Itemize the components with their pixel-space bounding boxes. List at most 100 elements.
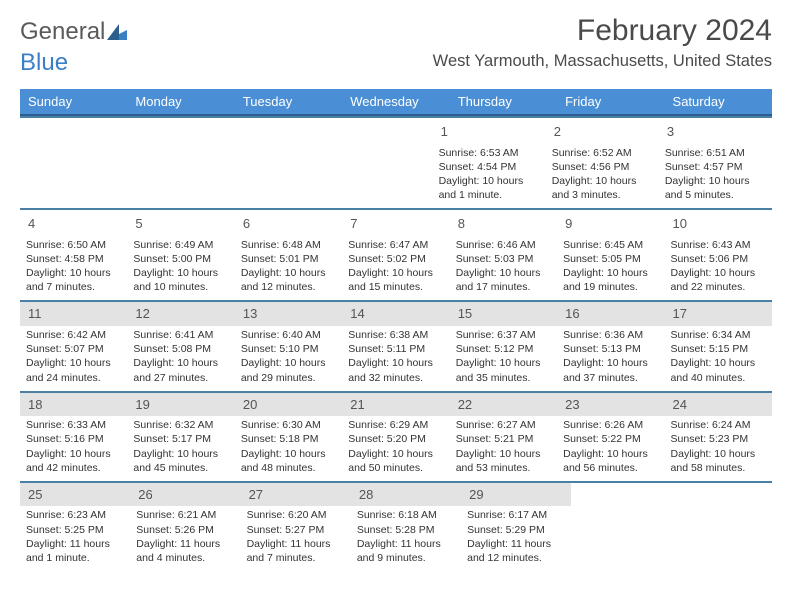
sunrise-line: Sunrise: 6:29 AM	[348, 418, 445, 432]
week-row: 1Sunrise: 6:53 AMSunset: 4:54 PMDaylight…	[20, 116, 772, 208]
sunset-line: Sunset: 5:29 PM	[467, 523, 567, 537]
day-cell: 18Sunrise: 6:33 AMSunset: 5:16 PMDayligh…	[20, 393, 127, 481]
sunset-line: Sunset: 5:16 PM	[26, 432, 123, 446]
sunrise-line: Sunrise: 6:38 AM	[348, 328, 445, 342]
week-row: 25Sunrise: 6:23 AMSunset: 5:25 PM Dayligh…	[20, 481, 772, 571]
day-cell: 8Sunrise: 6:46 AMSunset: 5:03 PMDaylight…	[450, 210, 557, 300]
sunset-line: Sunset: 5:18 PM	[241, 432, 338, 446]
day-number: 26	[130, 483, 240, 507]
day-number: 17	[665, 302, 772, 326]
daylight-line: Daylight: 10 hours and 24 minutes.	[26, 356, 123, 384]
day-cell: 29Sunrise: 6:17 AMSunset: 5:29 PMDayligh…	[461, 483, 571, 571]
day-cell: 1Sunrise: 6:53 AMSunset: 4:54 PMDaylight…	[433, 118, 546, 208]
sunrise-line: Sunrise: 6:23 AM	[26, 508, 126, 522]
week-row: 11Sunrise: 6:42 AMSunset: 5:07 PMDayligh…	[20, 300, 772, 390]
daylight-line: Daylight: 10 hours and 50 minutes.	[348, 447, 445, 475]
day-number: 20	[235, 393, 342, 417]
sunset-line: Sunset: 5:22 PM	[563, 432, 660, 446]
sunrise-line: Sunrise: 6:34 AM	[671, 328, 768, 342]
daylight-line: Daylight: 10 hours and 12 minutes.	[241, 266, 338, 294]
day-cell: 2Sunrise: 6:52 AMSunset: 4:56 PMDaylight…	[546, 118, 659, 208]
day-number: 25	[20, 483, 130, 507]
sunset-line: Sunset: 5:20 PM	[348, 432, 445, 446]
sunrise-line: Sunrise: 6:51 AM	[665, 146, 768, 160]
sunrise-line: Sunrise: 6:18 AM	[357, 508, 457, 522]
sunrise-line: Sunrise: 6:24 AM	[671, 418, 768, 432]
day-number: 5	[133, 212, 230, 236]
daylight-line: Daylight: 10 hours and 40 minutes.	[671, 356, 768, 384]
sunrise-line: Sunrise: 6:49 AM	[133, 238, 230, 252]
sunset-line: Sunset: 5:05 PM	[563, 252, 660, 266]
sunset-line: Sunset: 5:01 PM	[241, 252, 338, 266]
sunset-line: Sunset: 5:11 PM	[348, 342, 445, 356]
day-header-tuesday: Tuesday	[235, 89, 342, 114]
sunset-line: Sunset: 5:10 PM	[241, 342, 338, 356]
daylight-line: Daylight: 10 hours and 42 minutes.	[26, 447, 123, 475]
empty-cell	[123, 118, 226, 208]
sunset-line: Sunset: 5:12 PM	[456, 342, 553, 356]
sunrise-line: Sunrise: 6:17 AM	[467, 508, 567, 522]
sunrise-line: Sunrise: 6:41 AM	[133, 328, 230, 342]
sunrise-line: Sunrise: 6:47 AM	[348, 238, 445, 252]
day-number: 23	[557, 393, 664, 417]
sunrise-line: Sunrise: 6:26 AM	[563, 418, 660, 432]
sunrise-line: Sunrise: 6:50 AM	[26, 238, 123, 252]
day-header-row: SundayMondayTuesdayWednesdayThursdayFrid…	[20, 89, 772, 116]
sunrise-line: Sunrise: 6:32 AM	[133, 418, 230, 432]
week-row: 4Sunrise: 6:50 AMSunset: 4:58 PMDaylight…	[20, 208, 772, 300]
day-cell: 16Sunrise: 6:36 AMSunset: 5:13 PMDayligh…	[557, 302, 664, 390]
day-number: 28	[351, 483, 461, 507]
sunrise-line: Sunrise: 6:42 AM	[26, 328, 123, 342]
sunset-line: Sunset: 5:25 PM	[26, 523, 126, 537]
day-cell: 20Sunrise: 6:30 AMSunset: 5:18 PMDayligh…	[235, 393, 342, 481]
day-number: 10	[671, 212, 768, 236]
daylight-line: Daylight: 11 hours and 7 minutes.	[247, 537, 347, 565]
day-number: 3	[665, 120, 768, 144]
day-header-thursday: Thursday	[450, 89, 557, 114]
logo-text-blue: Blue	[20, 49, 68, 77]
daylight-line: Daylight: 10 hours and 56 minutes.	[563, 447, 660, 475]
logo-text-dark: General	[20, 18, 105, 46]
empty-cell	[571, 483, 671, 571]
sunset-line: Sunset: 5:13 PM	[563, 342, 660, 356]
sunrise-line: Sunrise: 6:40 AM	[241, 328, 338, 342]
day-header-friday: Friday	[557, 89, 664, 114]
day-number: 7	[348, 212, 445, 236]
day-header-wednesday: Wednesday	[342, 89, 449, 114]
day-cell: 27Sunrise: 6:20 AMSunset: 5:27 PMDayligh…	[241, 483, 351, 571]
weeks-container: 1Sunrise: 6:53 AMSunset: 4:54 PMDaylight…	[20, 116, 772, 571]
day-header-monday: Monday	[127, 89, 234, 114]
sunrise-line: Sunrise: 6:36 AM	[563, 328, 660, 342]
day-cell: 9Sunrise: 6:45 AMSunset: 5:05 PMDaylight…	[557, 210, 664, 300]
day-number: 14	[342, 302, 449, 326]
daylight-line: Daylight: 10 hours and 37 minutes.	[563, 356, 660, 384]
day-number: 15	[450, 302, 557, 326]
day-number: 1	[439, 120, 542, 144]
daylight-line: Daylight: 10 hours and 5 minutes.	[665, 174, 768, 202]
sunrise-line: Sunrise: 6:46 AM	[456, 238, 553, 252]
sunrise-line: Sunrise: 6:48 AM	[241, 238, 338, 252]
sunset-line: Sunset: 5:08 PM	[133, 342, 230, 356]
day-header-saturday: Saturday	[665, 89, 772, 114]
day-number: 8	[456, 212, 553, 236]
sunrise-line: Sunrise: 6:43 AM	[671, 238, 768, 252]
day-number: 19	[127, 393, 234, 417]
day-header-sunday: Sunday	[20, 89, 127, 114]
day-cell: 25Sunrise: 6:23 AMSunset: 5:25 PMDayligh…	[20, 483, 130, 571]
sunrise-line: Sunrise: 6:37 AM	[456, 328, 553, 342]
daylight-line: Daylight: 10 hours and 1 minute.	[439, 174, 542, 202]
day-cell: 21Sunrise: 6:29 AMSunset: 5:20 PMDayligh…	[342, 393, 449, 481]
sunset-line: Sunset: 5:02 PM	[348, 252, 445, 266]
sunrise-line: Sunrise: 6:30 AM	[241, 418, 338, 432]
daylight-line: Daylight: 11 hours and 12 minutes.	[467, 537, 567, 565]
sunrise-line: Sunrise: 6:21 AM	[136, 508, 236, 522]
daylight-line: Daylight: 10 hours and 48 minutes.	[241, 447, 338, 475]
sunset-line: Sunset: 5:06 PM	[671, 252, 768, 266]
empty-cell	[329, 118, 432, 208]
title-block: February 2024 West Yarmouth, Massachuset…	[433, 14, 772, 71]
day-number: 9	[563, 212, 660, 236]
week-row: 18Sunrise: 6:33 AMSunset: 5:16 PMDayligh…	[20, 391, 772, 481]
daylight-line: Daylight: 10 hours and 15 minutes.	[348, 266, 445, 294]
sunset-line: Sunset: 4:58 PM	[26, 252, 123, 266]
sunrise-line: Sunrise: 6:53 AM	[439, 146, 542, 160]
